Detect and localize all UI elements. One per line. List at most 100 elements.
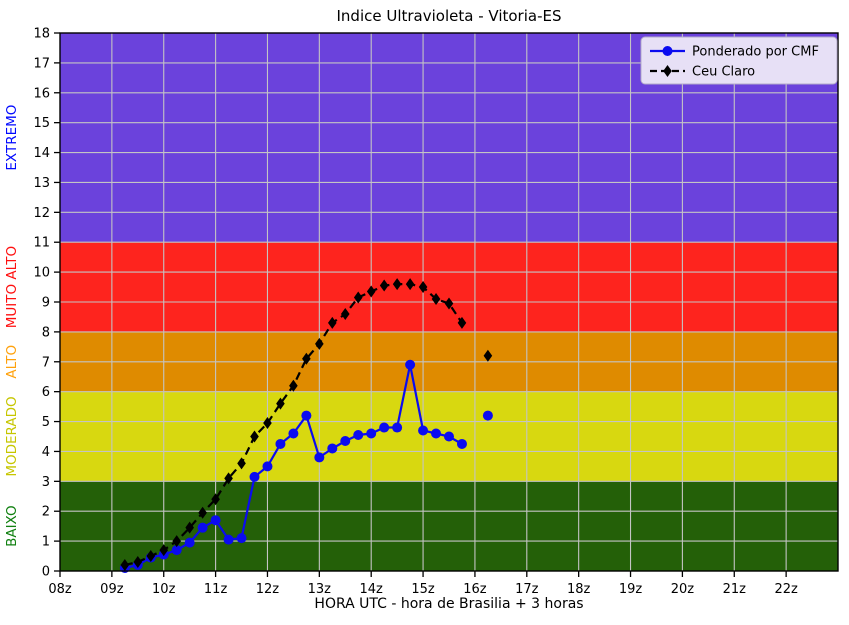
y-tick-label: 1 (42, 535, 50, 550)
y-tick-label: 7 (42, 355, 50, 370)
data-point-circle (275, 438, 286, 449)
legend-box (640, 36, 838, 85)
data-point-diamond (224, 472, 233, 485)
x-tick-label: 14z (360, 582, 384, 597)
data-point-circle (184, 537, 195, 548)
y-tick-label: 4 (42, 445, 50, 460)
data-point-diamond (302, 352, 311, 365)
data-point-circle (223, 534, 234, 545)
legend-marker-circle (662, 46, 673, 56)
data-point-diamond (120, 559, 130, 572)
category-label-alto: ALTO (4, 345, 20, 379)
data-point-circle (210, 515, 221, 526)
data-point-circle (418, 425, 429, 436)
data-point-diamond (444, 297, 454, 310)
data-point-diamond (366, 285, 376, 298)
data-point-diamond (392, 278, 402, 291)
data-point-circle (482, 410, 493, 421)
y-tick-label: 12 (33, 206, 50, 221)
legend-label: Ceu Claro (692, 65, 755, 80)
data-point-diamond (328, 316, 337, 329)
y-tick-label: 8 (42, 325, 50, 340)
x-tick-label: 12z (256, 582, 280, 597)
data-point-diamond (263, 417, 272, 430)
x-axis-label: HORA UTC - hora de Brasilia + 3 horas (314, 596, 584, 612)
data-point-diamond (237, 457, 246, 470)
x-tick-label: 20z (671, 582, 695, 597)
data-point-circle (197, 522, 208, 533)
data-point-diamond (276, 397, 285, 410)
data-point-diamond (289, 379, 298, 392)
series-ceu-claro (120, 278, 493, 572)
data-point-diamond (159, 544, 169, 557)
y-tick-label: 13 (33, 176, 50, 191)
data-point-circle (288, 428, 299, 439)
x-tick-label: 19z (619, 582, 643, 597)
category-labels: BAIXO MODERADO ALTO MUITO ALTO EXTREMO (4, 105, 20, 547)
y-tick-label: 15 (33, 116, 50, 131)
data-point-diamond (353, 291, 363, 304)
data-point-circle (456, 438, 467, 449)
x-tick-label: 11z (204, 582, 228, 597)
data-point-diamond (133, 556, 143, 569)
y-tick-label: 6 (42, 385, 50, 400)
y-tick-label: 3 (42, 475, 50, 490)
data-point-diamond (418, 281, 428, 294)
data-point-diamond (146, 550, 156, 563)
data-point-diamond (483, 349, 493, 362)
data-point-circle (314, 452, 325, 463)
x-tick-label: 15z (411, 582, 435, 597)
y-tick-label: 18 (33, 27, 50, 42)
x-tick-label: 22z (774, 582, 798, 597)
x-tick-label: 10z (152, 582, 176, 597)
data-point-circle (327, 443, 338, 454)
y-tick-label: 11 (33, 236, 50, 251)
data-point-circle (431, 428, 442, 439)
y-tick-label: 2 (42, 505, 50, 520)
legend-marker-diamond (663, 65, 672, 77)
data-point-circle (353, 430, 364, 441)
category-label-moderado: MODERADO (4, 396, 20, 476)
y-tick-label: 14 (33, 146, 50, 161)
x-tick-label: 09z (100, 582, 124, 597)
data-point-diamond (172, 535, 181, 548)
data-point-diamond (340, 307, 350, 320)
data-point-circle (171, 545, 182, 556)
data-point-circle (405, 359, 416, 370)
data-point-diamond (185, 521, 194, 534)
category-label-extremo: EXTREMO (4, 105, 20, 171)
band-muito-alto (60, 242, 838, 332)
data-point-diamond (379, 279, 389, 292)
legend: Ponderado por CMF Ceu Claro (640, 36, 838, 85)
legend-label: Ponderado por CMF (692, 45, 819, 60)
data-point-circle (249, 471, 260, 482)
data-point-circle (236, 533, 247, 544)
data-point-diamond (211, 493, 220, 506)
category-label-baixo: BAIXO (4, 505, 20, 547)
x-axis: 08z 09z 10z 11z 12z 13z 14z 15z 16z 17z 18z 19z 20z 2… (48, 571, 798, 597)
data-point-diamond (315, 337, 324, 350)
x-tick-label: 08z (48, 582, 72, 597)
y-tick-label: 5 (42, 415, 50, 430)
gridlines (60, 33, 838, 571)
x-tick-label: 21z (723, 582, 747, 597)
y-tick-label: 10 (33, 266, 50, 281)
data-point-circle (379, 422, 390, 433)
data-point-circle (340, 435, 351, 446)
data-point-circle (301, 410, 312, 421)
data-point-circle (444, 431, 454, 442)
y-tick-label: 9 (42, 296, 50, 311)
chart-title: Indice Ultravioleta - Vitoria-ES (336, 7, 562, 25)
x-tick-label: 18z (567, 582, 591, 597)
x-tick-label: 13z (308, 582, 332, 597)
category-label-muito-alto: MUITO ALTO (4, 246, 20, 328)
data-point-diamond (431, 293, 441, 306)
data-point-diamond (457, 316, 467, 329)
band-baixo (60, 481, 838, 571)
y-tick-label: 16 (33, 86, 50, 101)
y-tick-label: 17 (33, 56, 50, 71)
data-point-diamond (405, 278, 415, 291)
